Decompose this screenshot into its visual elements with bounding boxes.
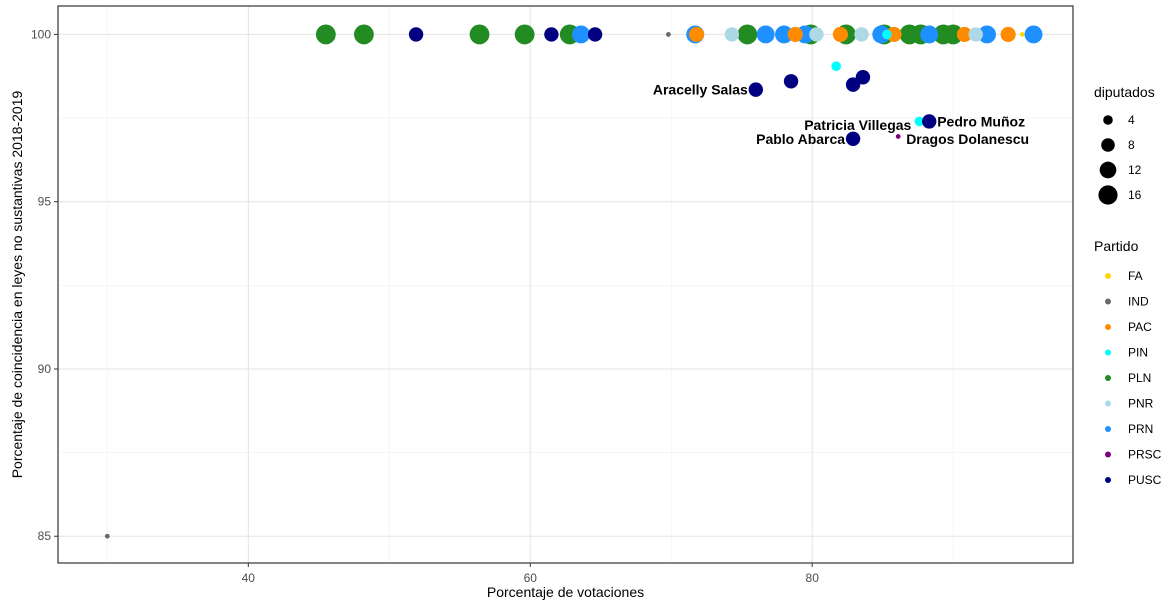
plot-panel [58, 6, 1073, 563]
color-legend-key [1105, 426, 1111, 432]
size-legend-label: 8 [1128, 138, 1135, 152]
annotation-label: Dragos Dolanescu [906, 131, 1029, 147]
point-prn [920, 25, 939, 44]
point-pnr [724, 27, 740, 42]
x-tick-label: 40 [242, 571, 256, 585]
color-legend-label: PNR [1128, 397, 1154, 411]
annotation-label: Aracelly Salas [653, 82, 748, 98]
point-fa [1019, 32, 1025, 37]
color-legend-key [1105, 400, 1111, 407]
y-tick-label: 90 [38, 362, 52, 376]
color-legend-label: PRN [1128, 422, 1153, 436]
color-legend-label: PLN [1128, 371, 1151, 385]
size-legend-title: diputados [1094, 84, 1155, 100]
point-pusc [855, 70, 871, 85]
point-pac [787, 26, 803, 43]
point-pusc [544, 27, 559, 42]
point-pln [514, 24, 535, 45]
point-pnr [809, 27, 824, 42]
size-legend-label: 12 [1128, 163, 1142, 177]
point-ind [104, 533, 110, 539]
size-legend-label: 4 [1128, 113, 1135, 127]
point-pin [914, 116, 925, 127]
color-legend-label: IND [1128, 295, 1149, 309]
point-pac [886, 26, 902, 43]
point-prn [756, 25, 775, 44]
point-pusc [587, 27, 603, 42]
point-pac [832, 26, 848, 43]
point-pusc [408, 27, 424, 42]
point-annotations: Aracelly Salas Patricia Villegas Pedro Muñ… [653, 82, 1029, 147]
point-pac [689, 26, 705, 43]
color-legend-title: Partido [1094, 238, 1139, 254]
point-pin [831, 61, 841, 72]
color-legend-key [1105, 298, 1111, 305]
point-pln [737, 24, 758, 45]
color-legend-key [1105, 451, 1111, 458]
color-legend-key [1105, 273, 1111, 279]
point-pusc [922, 114, 937, 129]
point-prn [775, 25, 793, 44]
color-legend-key [1105, 324, 1111, 330]
point-pin [882, 29, 892, 40]
color-legend-key [1105, 477, 1111, 483]
data-points [104, 24, 1043, 539]
x-axis-label: Porcentaje de votaciones [487, 584, 644, 600]
point-pnr [854, 27, 869, 42]
color-legend-key [1105, 375, 1111, 381]
point-pln [315, 24, 336, 45]
axes: 40 60 80 85 90 95 100 [31, 27, 819, 585]
x-tick-label: 80 [806, 571, 820, 585]
legends: diputados Partido 4 8 12 16 FA IND PAC PIN PLN PN… [1094, 84, 1162, 487]
size-legend-key [1099, 161, 1117, 179]
point-prn [1024, 25, 1043, 44]
y-tick-label: 85 [38, 529, 52, 543]
size-legend-key [1098, 185, 1118, 205]
annotation-label: Patricia Villegas [804, 117, 911, 133]
point-ind [666, 32, 671, 37]
point-pac [956, 26, 973, 43]
color-legend-label: PRSC [1128, 448, 1162, 462]
point-prn [572, 25, 590, 44]
point-pln [943, 24, 964, 45]
color-legend-label: FA [1128, 269, 1143, 283]
color-legend-key [1105, 349, 1111, 356]
size-legend-key [1101, 138, 1115, 152]
point-pln [354, 24, 374, 45]
color-legend-label: PUSC [1128, 473, 1162, 487]
point-prn [978, 25, 996, 44]
point-pusc [845, 131, 861, 147]
point-pusc [845, 77, 861, 92]
y-axis-label: Porcentaje de coincidencia en leyes no s… [9, 90, 25, 478]
y-tick-label: 95 [38, 195, 52, 209]
point-pusc [748, 82, 764, 97]
point-pac [1000, 26, 1016, 43]
annotation-label: Pedro Muñoz [937, 113, 1025, 129]
size-legend-key [1103, 115, 1113, 125]
point-pusc [783, 74, 799, 89]
x-tick-label: 60 [524, 571, 538, 585]
plot-border [57, 5, 1074, 564]
point-pln [469, 24, 490, 45]
y-tick-label: 100 [31, 27, 51, 41]
annotation-label: Pablo Abarca [756, 131, 845, 147]
color-legend-label: PIN [1128, 346, 1148, 360]
point-pnr [968, 27, 983, 42]
size-legend-label: 16 [1128, 188, 1142, 202]
point-prsc [895, 134, 901, 139]
color-legend-label: PAC [1128, 320, 1152, 334]
